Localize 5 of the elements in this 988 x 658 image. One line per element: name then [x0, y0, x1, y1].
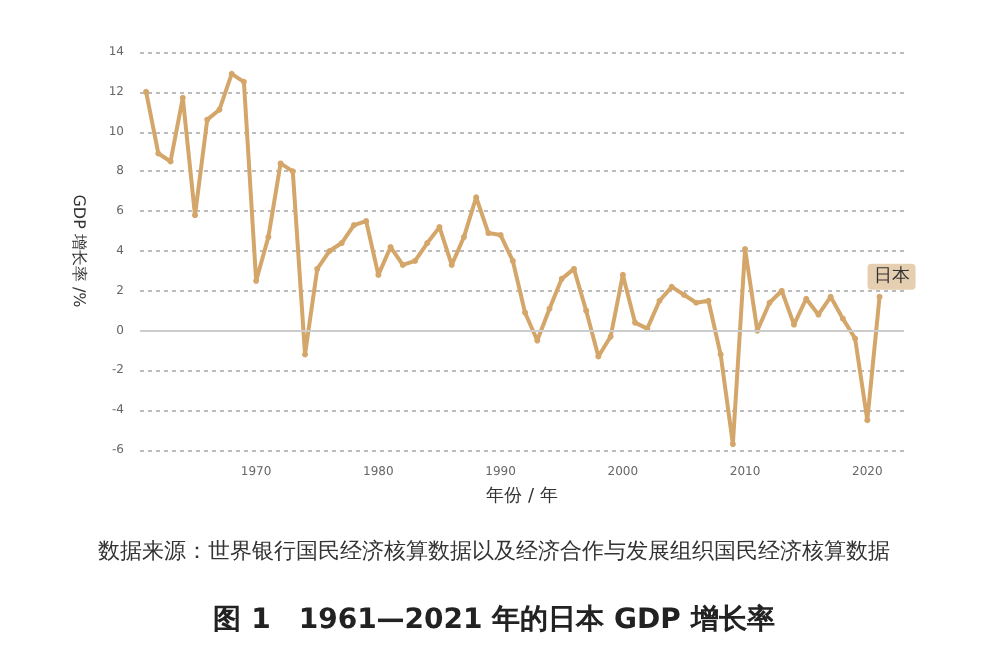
text: 图 1 1961—2021 年的日本 GDP 增长率 [213, 602, 775, 636]
source-note: 数据来源：世界银行国民经济核算数据以及经济合作与发展组织国民经济核算数据 [98, 538, 890, 564]
series-label: 日本 [873, 264, 910, 287]
y-axis-title: GDP 增长率 /% [69, 194, 88, 309]
x-axis-title: 年份 / 年 [486, 484, 558, 507]
